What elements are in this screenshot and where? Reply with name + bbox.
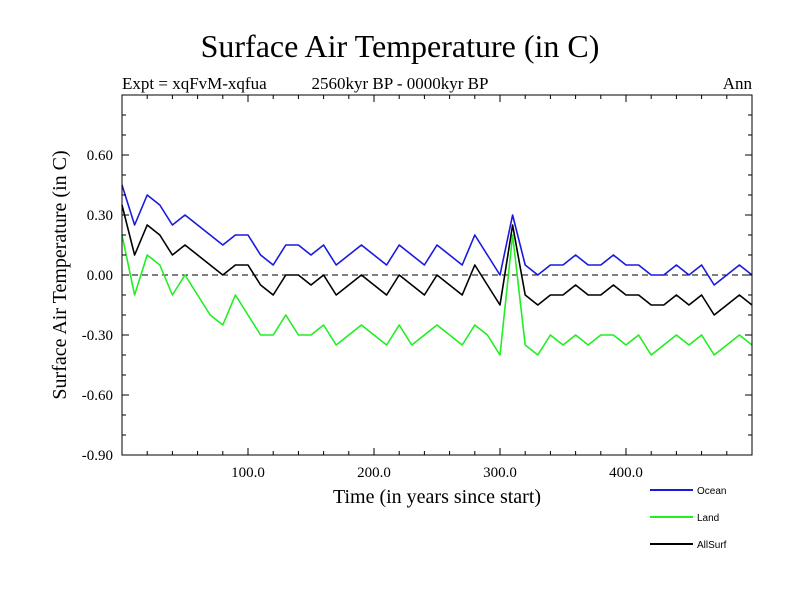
x-tick-label: 200.0 [357, 465, 391, 481]
chart-title: Surface Air Temperature (in C) [200, 28, 600, 64]
x-tick-label: 300.0 [483, 465, 517, 481]
y-tick-label: 0.30 [87, 208, 113, 224]
y-tick-label: 0.60 [87, 148, 113, 164]
x-tick-label: 100.0 [231, 465, 265, 481]
series-line-land [121, 234, 753, 356]
legend-label-ocean: Ocean [697, 486, 726, 497]
legend-label-allsurf: AllSurf [697, 540, 727, 551]
series-line-ocean [121, 184, 753, 286]
y-axis-title: Surface Air Temperature (in C) [49, 150, 71, 399]
time-range-label: 2560kyr BP - 0000kyr BP [311, 74, 489, 93]
legend-label-land: Land [697, 513, 719, 524]
y-tick-label: -0.30 [82, 328, 113, 344]
season-label: Ann [722, 74, 752, 93]
x-tick-label: 400.0 [609, 465, 643, 481]
y-tick-label: -0.90 [82, 448, 113, 464]
x-axis-title: Time (in years since start) [333, 486, 541, 508]
y-tick-label: 0.00 [87, 268, 113, 284]
series-line-allsurf [121, 204, 753, 316]
experiment-label: Expt = xqFvM-xqfua [122, 74, 267, 93]
y-tick-label: -0.60 [82, 388, 113, 404]
